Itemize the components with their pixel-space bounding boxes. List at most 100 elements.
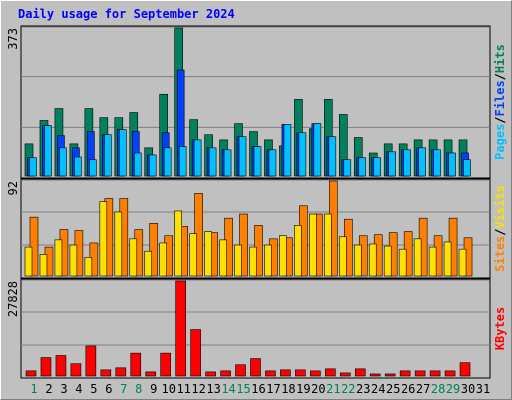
y-tick-label: 92 — [6, 181, 20, 195]
x-tick-label: 3 — [60, 382, 67, 396]
bar — [163, 147, 172, 177]
bar — [414, 370, 426, 377]
bar — [328, 136, 337, 177]
bar — [398, 248, 407, 277]
bar — [338, 236, 347, 277]
x-tick-label: 13 — [206, 382, 220, 396]
x-tick-label: 18 — [281, 382, 295, 396]
bar — [29, 157, 37, 177]
x-tick-label: 16 — [251, 382, 265, 396]
legend-entry: Pages — [493, 124, 507, 160]
bar — [160, 352, 171, 377]
x-tick-label: 24 — [371, 382, 385, 396]
bar — [429, 370, 441, 377]
bar — [29, 216, 39, 277]
bar — [149, 223, 159, 277]
bar — [238, 136, 247, 177]
x-tick-label: 9 — [150, 382, 157, 396]
bar — [114, 211, 123, 277]
legend-entry: KBytes — [493, 307, 507, 350]
x-tick-label: 30 — [461, 382, 475, 396]
bar — [339, 372, 351, 377]
bar — [428, 246, 437, 277]
bar — [413, 238, 422, 277]
bar — [310, 370, 321, 377]
x-tick-label: 14 — [221, 382, 235, 396]
bar — [85, 345, 97, 377]
bar — [44, 125, 52, 177]
legend-separator: / — [493, 73, 507, 80]
bar — [433, 149, 441, 177]
legend-entry: Files — [493, 80, 507, 116]
bar — [463, 159, 471, 177]
bar — [265, 370, 276, 377]
bar — [70, 363, 82, 377]
x-tick-label: 19 — [296, 382, 310, 396]
bar — [353, 244, 362, 277]
bar — [358, 157, 367, 177]
bar — [283, 124, 292, 177]
bar — [383, 245, 392, 277]
y-tick-label: 27828 — [6, 281, 20, 317]
x-tick-label: 31 — [476, 382, 490, 396]
bar — [208, 147, 217, 177]
legend: Pages/Files/Hits — [493, 44, 507, 160]
bar — [89, 159, 97, 177]
bar — [373, 157, 382, 177]
bar — [459, 362, 471, 377]
bar — [115, 367, 127, 377]
legend-entry: Hits — [493, 44, 507, 73]
bar — [193, 139, 202, 177]
x-tick-label: 1 — [30, 382, 37, 396]
x-tick-label: 27 — [416, 382, 430, 396]
x-tick-label: 2 — [45, 382, 52, 396]
x-tick-label: 7 — [120, 382, 127, 396]
x-tick-label: 23 — [356, 382, 370, 396]
x-tick-label: 15 — [236, 382, 250, 396]
bar — [309, 213, 317, 277]
bar — [174, 210, 182, 277]
bar — [448, 152, 456, 177]
bar — [279, 235, 287, 277]
bar — [295, 369, 306, 377]
bar — [443, 241, 452, 277]
bar — [384, 373, 396, 377]
y-tick-label: 373 — [6, 28, 20, 50]
bar — [54, 239, 63, 277]
bar — [313, 123, 322, 177]
legend-separator: / — [493, 116, 507, 123]
x-tick-label: 22 — [341, 382, 355, 396]
x-tick-label: 10 — [161, 382, 175, 396]
bar — [403, 149, 411, 177]
bar — [175, 280, 186, 377]
legend-separator: / — [493, 229, 507, 236]
bar — [294, 225, 302, 277]
bar — [55, 355, 67, 377]
bar — [234, 244, 242, 277]
bar — [444, 370, 456, 377]
bar — [204, 231, 212, 277]
bar — [264, 244, 272, 277]
x-tick-label: 8 — [135, 382, 142, 396]
bar — [24, 246, 33, 277]
bar — [145, 371, 157, 377]
bar — [268, 149, 277, 177]
x-tick-label: 17 — [266, 382, 280, 396]
bar — [84, 257, 93, 277]
bar — [219, 239, 227, 277]
x-tick-label: 4 — [75, 382, 82, 396]
bar — [249, 246, 257, 277]
bar — [205, 371, 216, 377]
bar — [325, 368, 336, 377]
bar — [223, 149, 232, 177]
bar — [74, 156, 82, 177]
bar — [458, 248, 467, 277]
bar — [190, 329, 201, 377]
bar — [178, 146, 187, 177]
bar — [25, 370, 37, 377]
x-tick-label: 5 — [90, 382, 97, 396]
bar — [59, 147, 67, 177]
x-tick-label: 28 — [431, 382, 445, 396]
